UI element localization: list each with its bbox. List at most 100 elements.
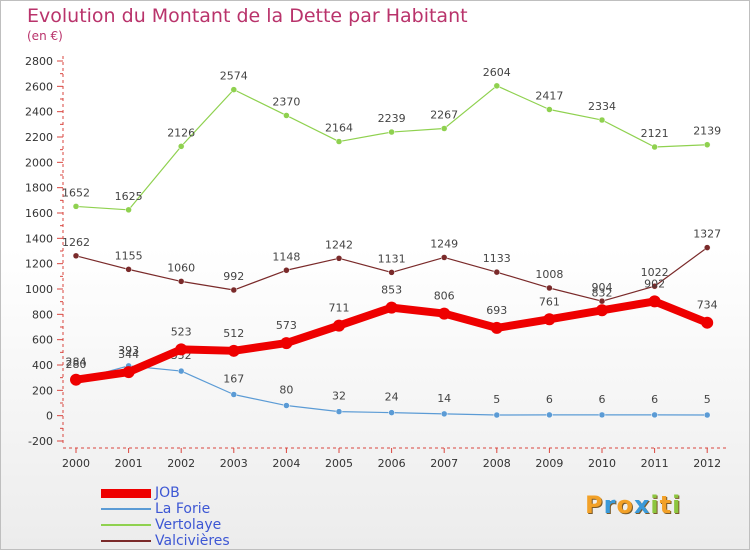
data-label-vertolaye: 2121	[641, 127, 669, 140]
logo-letter: i	[650, 491, 660, 519]
y-tick-label: 2000	[25, 156, 53, 169]
data-point-la-forie	[651, 411, 658, 419]
chart-subtitle: (en €)	[27, 29, 63, 43]
data-point-vertolaye	[335, 138, 343, 145]
y-tick-label: 0	[46, 410, 53, 423]
x-tick-label: 2007	[430, 457, 458, 470]
data-point-vertolaye	[598, 116, 606, 124]
data-label-job: 711	[329, 302, 350, 315]
data-point-job	[385, 301, 398, 314]
data-label-valcivi-res: 1060	[167, 261, 195, 274]
data-label-vertolaye: 2139	[693, 125, 721, 138]
logo-letter: o	[616, 491, 634, 519]
data-label-job: 902	[644, 277, 665, 290]
legend-label: Vertolaye	[155, 517, 222, 533]
data-point-vertolaye	[283, 112, 290, 119]
data-point-valcivi-res	[230, 286, 238, 294]
logo-letter: t	[659, 491, 673, 519]
y-tick-label: 2800	[25, 55, 53, 68]
data-label-job: 284	[66, 356, 87, 369]
y-tick-label: 200	[32, 384, 53, 397]
y-tick-label: 800	[32, 308, 53, 321]
data-point-la-forie	[230, 391, 238, 398]
data-point-valcivi-res	[283, 267, 290, 274]
data-point-valcivi-res	[125, 266, 132, 273]
data-point-la-forie	[283, 402, 290, 409]
data-point-la-forie	[177, 367, 185, 375]
data-point-vertolaye	[125, 206, 132, 214]
x-tick-label: 2004	[272, 457, 300, 470]
y-tick-label: 600	[32, 334, 53, 347]
data-point-vertolaye	[72, 203, 80, 210]
y-tick-label: -200	[28, 435, 53, 448]
data-label-vertolaye: 2604	[483, 66, 511, 79]
data-point-la-forie	[598, 411, 606, 419]
data-label-job: 512	[223, 327, 244, 340]
data-label-job: 344	[118, 348, 139, 361]
data-label-vertolaye: 2164	[325, 122, 353, 135]
logo-letter: P	[585, 491, 604, 519]
data-label-la-forie: 80	[279, 384, 293, 397]
data-point-valcivi-res	[440, 254, 448, 261]
data-label-vertolaye: 1625	[115, 190, 143, 203]
data-label-la-forie: 280	[66, 358, 87, 371]
data-point-job	[543, 313, 556, 326]
data-point-job	[175, 343, 188, 356]
data-label-job: 693	[486, 304, 507, 317]
data-point-valcivi-res	[177, 278, 185, 285]
data-label-vertolaye: 2267	[430, 109, 458, 122]
x-tick-label: 2009	[535, 457, 563, 470]
y-tick-label: 1000	[25, 283, 53, 296]
data-label-vertolaye: 2417	[535, 90, 563, 103]
legend-swatch	[101, 488, 151, 498]
data-label-la-forie: 393	[118, 344, 139, 357]
data-label-valcivi-res: 1008	[535, 268, 563, 281]
data-label-job: 523	[171, 325, 192, 338]
data-point-vertolaye	[177, 143, 185, 150]
data-point-la-forie	[703, 411, 711, 419]
data-label-la-forie: 6	[651, 393, 658, 406]
x-tick-label: 2005	[325, 457, 353, 470]
x-tick-label: 2010	[588, 457, 616, 470]
data-point-valcivi-res	[388, 269, 395, 276]
data-label-la-forie: 167	[223, 373, 244, 386]
data-point-valcivi-res	[335, 255, 343, 262]
data-label-valcivi-res: 1131	[378, 252, 406, 265]
data-label-job: 853	[381, 284, 402, 297]
data-label-la-forie: 14	[437, 392, 451, 405]
data-label-valcivi-res: 1327	[693, 228, 721, 241]
data-point-valcivi-res	[651, 282, 658, 290]
x-tick-label: 2001	[115, 457, 143, 470]
y-tick-label: 400	[32, 359, 53, 372]
data-label-la-forie: 6	[599, 393, 606, 406]
data-point-la-forie	[388, 409, 395, 416]
data-point-job	[438, 307, 451, 320]
data-label-valcivi-res: 1262	[62, 236, 90, 249]
data-point-vertolaye	[493, 82, 501, 90]
data-label-la-forie: 24	[385, 391, 399, 404]
data-label-job: 734	[697, 299, 718, 312]
data-point-job	[227, 344, 240, 357]
y-tick-label: 2600	[25, 80, 53, 93]
proxiti-logo: Proxiti	[585, 491, 681, 519]
data-label-job: 761	[539, 295, 560, 308]
data-label-vertolaye: 2574	[220, 70, 248, 83]
legend-label: Valcivières	[155, 533, 230, 549]
logo-letter: r	[603, 491, 617, 519]
data-label-vertolaye: 2126	[167, 126, 195, 139]
data-point-job	[122, 366, 135, 379]
data-label-la-forie: 32	[332, 390, 346, 403]
data-point-vertolaye	[546, 106, 553, 113]
x-tick-label: 2000	[62, 457, 90, 470]
chart-title: Evolution du Montant de la Dette par Hab…	[27, 5, 468, 27]
data-point-job	[333, 319, 345, 332]
data-label-valcivi-res: 1249	[430, 237, 458, 250]
data-point-vertolaye	[440, 125, 448, 132]
data-point-job	[701, 316, 714, 329]
data-point-valcivi-res	[72, 252, 80, 260]
y-tick-label: 2200	[25, 131, 53, 144]
legend-item: La Forie	[101, 501, 230, 517]
data-point-la-forie	[335, 408, 343, 415]
logo-letter: i	[672, 491, 682, 519]
